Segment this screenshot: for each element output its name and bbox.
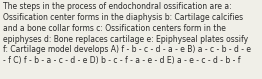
Text: The steps in the process of endochondral ossification are a:
Ossification center: The steps in the process of endochondral… — [3, 2, 251, 65]
